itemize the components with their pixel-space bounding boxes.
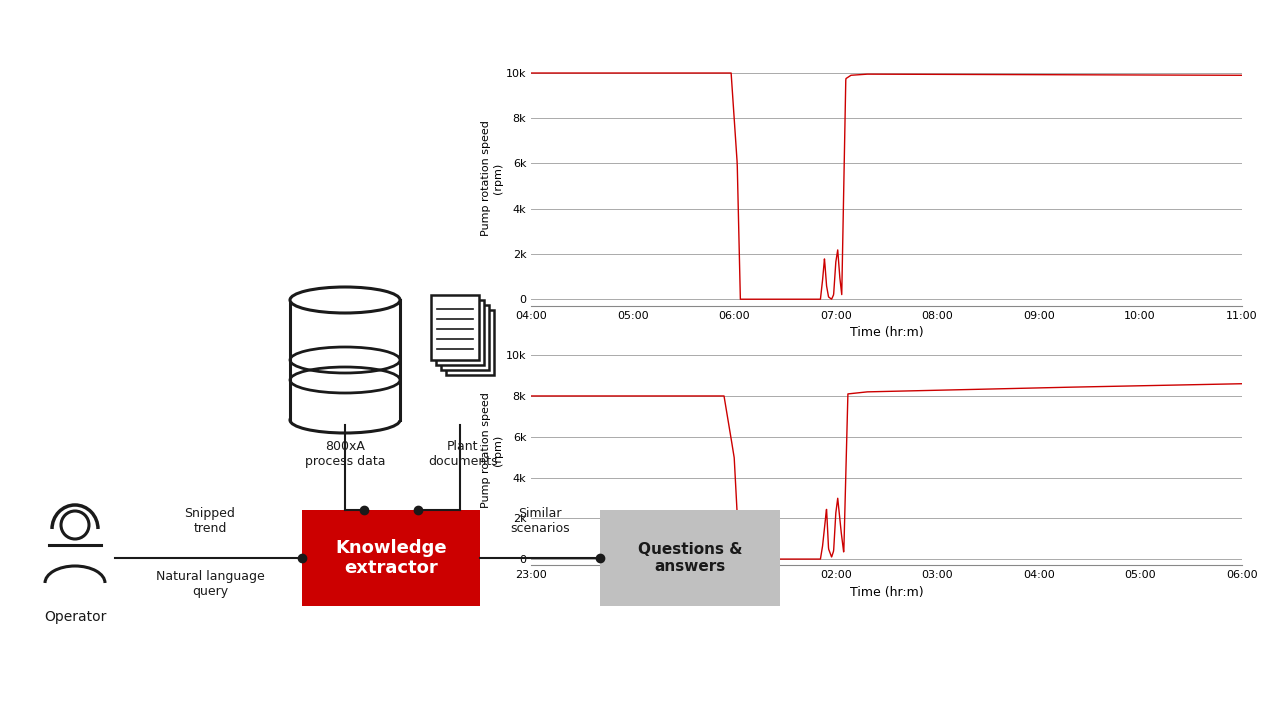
Y-axis label: Pump rotation speed
(rpm): Pump rotation speed (rpm): [481, 392, 503, 508]
Bar: [291, 300, 399, 420]
X-axis label: Time (hr:m): Time (hr:m): [850, 585, 923, 598]
Bar: [431, 295, 479, 360]
Text: Natural language
query: Natural language query: [156, 570, 265, 598]
Bar: [445, 310, 494, 375]
Ellipse shape: [291, 287, 399, 313]
Bar: [600, 510, 780, 606]
Text: Operator: Operator: [44, 610, 106, 624]
Text: Snipped
trend: Snipped trend: [184, 507, 236, 535]
Bar: [442, 305, 489, 370]
Bar: [436, 300, 484, 365]
Text: Plant
documents: Plant documents: [429, 440, 498, 468]
Y-axis label: Pump rotation speed
(rpm): Pump rotation speed (rpm): [481, 120, 503, 236]
Text: Similar
scenarios: Similar scenarios: [511, 507, 570, 535]
X-axis label: Time (hr:m): Time (hr:m): [850, 326, 923, 339]
Text: Knowledge
extractor: Knowledge extractor: [335, 539, 447, 577]
Bar: [302, 510, 480, 606]
Text: 800xA
process data: 800xA process data: [305, 440, 385, 468]
Text: Questions &
answers: Questions & answers: [637, 541, 742, 575]
